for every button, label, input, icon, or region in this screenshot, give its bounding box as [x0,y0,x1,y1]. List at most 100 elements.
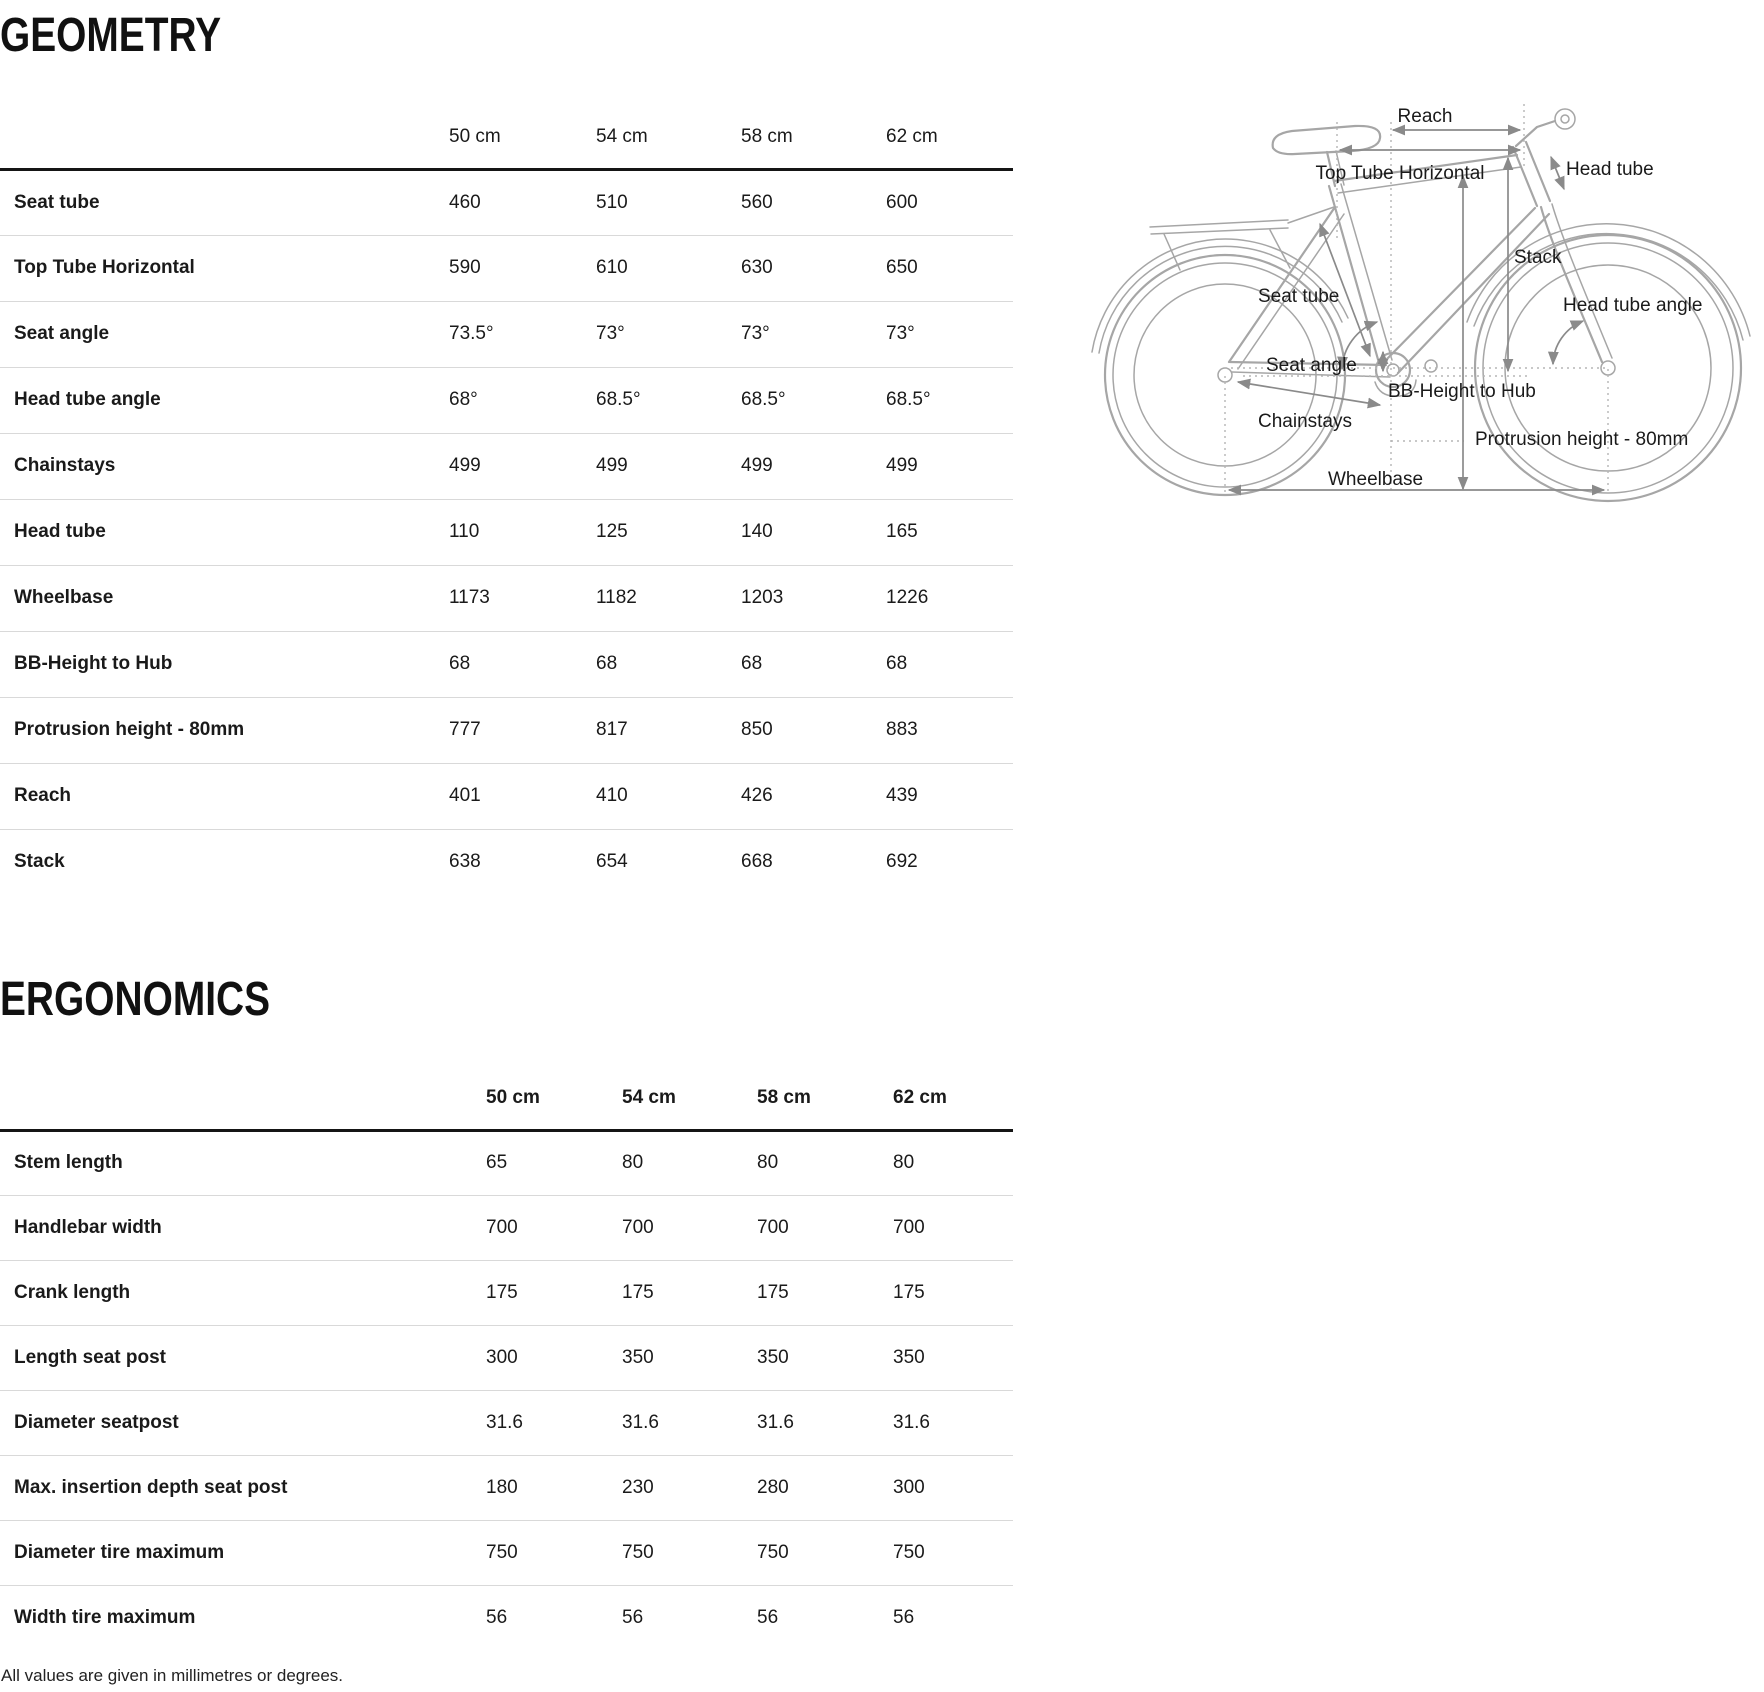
spec-value-cell: 300 [486,1325,622,1391]
spec-label-cell: Top Tube Horizontal [0,235,449,302]
spec-value-cell: 510 [596,169,741,236]
table-row: Seat tube 460 510 560 600 [0,169,1013,236]
empty-header-cell [0,96,449,171]
spec-label-cell: Diameter tire maximum [0,1520,486,1586]
size-column-header: 58 cm [757,1057,893,1132]
geometry-table: 50 cm 54 cm 58 cm 62 cm Seat tube 460 510 560 6… [0,96,1013,895]
spec-value-cell: 668 [741,851,773,873]
spec-value-cell: 56 [486,1606,508,1628]
spec-value-cell: 460 [449,169,596,236]
spec-label-cell: Reach [0,763,449,830]
spec-value-cell: 700 [893,1195,1013,1261]
table-row: Wheelbase 1173 1182 1203 1226 [0,565,1013,632]
spec-label-cell: Stack [14,851,65,873]
spec-value-cell: 140 [741,499,886,566]
head-tube-angle-arc [1547,320,1585,366]
spec-value-cell: 600 [886,169,1013,236]
ergonomics-table: 50 cm 54 cm 58 cm 62 cm Stem length 65 80 80 80… [0,1057,1013,1650]
spec-value-cell: 1226 [886,565,1013,632]
spec-value-cell: 68.5° [886,367,1013,434]
spec-value-cell: 883 [886,697,1013,764]
spec-value-cell: 350 [622,1325,757,1391]
diagram-label-stack: Stack [1514,247,1562,268]
spec-value-cell: 426 [741,763,886,830]
empty-header-cell [0,1057,486,1132]
spec-value-cell: 638 [449,851,481,873]
spec-value-cell: 230 [622,1455,757,1521]
table-row: Length seat post 300 350 350 350 [0,1325,1013,1391]
diagram-labels: Reach Top Tube Horizontal Head tube Seat… [1258,106,1702,490]
spec-value-cell: 700 [622,1195,757,1261]
spec-value-cell: 439 [886,763,1013,830]
spec-value-cell: 68° [449,367,596,434]
handlebar-stem [1514,108,1576,148]
bike-geometry-diagram: Reach Top Tube Horizontal Head tube Seat… [1091,104,1751,503]
spec-value-cell: 560 [741,169,886,236]
geometry-table-body: Seat tube 460 510 560 600 Top Tube Horizontal… [0,169,1013,895]
spec-value-cell: 65 [486,1130,622,1196]
size-column-header: 50 cm [486,1057,622,1132]
spec-value-cell: 401 [449,763,596,830]
spec-value-cell: 610 [596,235,741,302]
spec-value-cell: 590 [449,235,596,302]
geometry-table-head: 50 cm 54 cm 58 cm 62 cm [0,96,1013,171]
spec-label-cell: Chainstays [0,433,449,500]
spec-value-cell: 1203 [741,565,886,632]
spec-value-cell: 31.6 [893,1390,1013,1456]
spec-value-cell: 350 [893,1325,1013,1391]
spec-value-cell: 80 [893,1130,1013,1196]
spec-value-cell: 817 [596,697,741,764]
table-row: Reach 401 410 426 439 [0,763,1013,830]
table-row: Max. insertion depth seat post 180 230 280 3… [0,1455,1013,1521]
head-tube-arrow [1550,155,1565,191]
spec-label-cell: Length seat post [0,1325,486,1391]
rear-fender [1091,238,1349,353]
spec-value-cell: 31.6 [622,1390,757,1456]
table-row: Diameter tire maximum 750 750 750 750 [0,1520,1013,1586]
spec-label-cell: Width tire maximum [14,1606,196,1628]
diagram-label-top-tube: Top Tube Horizontal [1316,163,1485,184]
spec-value-cell: 80 [622,1130,757,1196]
spec-value-cell: 180 [486,1455,622,1521]
spec-label-cell: Handlebar width [0,1195,486,1261]
fork-inner [1551,203,1613,359]
ergonomics-section-title: ERGONOMICS [0,976,333,1024]
spec-value-cell: 68 [449,631,596,698]
spec-label-cell: Seat tube [0,169,449,236]
spec-label-cell: Stem length [0,1130,486,1196]
diagram-label-wheelbase: Wheelbase [1328,469,1423,490]
table-row: Stem length 65 80 80 80 [0,1130,1013,1196]
spec-label-cell: Seat angle [0,301,449,368]
spec-value-cell: 125 [596,499,741,566]
ergonomics-table-body: Stem length 65 80 80 80 Handlebar width 700 700… [0,1130,1013,1650]
spec-value-cell: 31.6 [486,1390,622,1456]
spec-value-cell: 68.5° [741,367,886,434]
spec-value-cell: 68.5° [596,367,741,434]
construction-lines [1224,104,1609,492]
spec-value-cell: 68 [886,631,1013,698]
diagram-label-seat-tube: Seat tube [1258,286,1339,307]
spec-value-cell: 350 [757,1325,893,1391]
spec-value-cell: 1173 [449,565,596,632]
spec-value-cell: 165 [886,499,1013,566]
diagram-label-head-tube: Head tube [1566,159,1654,180]
spec-value-cell: 499 [449,433,596,500]
spec-value-cell: 499 [596,433,741,500]
geometry-title-text: GEOMETRY [0,9,222,62]
header-row: 50 cm 54 cm 58 cm 62 cm [0,96,1013,171]
size-column-header: 58 cm [741,96,886,171]
spec-value-cell: 175 [622,1260,757,1326]
spec-value-cell: 700 [757,1195,893,1261]
chainstays-arrow [1236,378,1382,409]
size-column-header: 62 cm [893,1057,1013,1132]
diagram-label-chainstays: Chainstays [1258,411,1352,432]
spec-value-cell: 499 [886,433,1013,500]
table-row: Handlebar width 700 700 700 700 [0,1195,1013,1261]
spec-value-cell: 73.5° [449,301,596,368]
spec-value-cell: 68 [596,631,741,698]
rear-fender-inner [1098,245,1343,354]
spec-value-cell: 31.6 [757,1390,893,1456]
dimension-arrows [1227,124,1606,496]
front-fender-inner [1473,232,1744,341]
diagram-label-protrusion: Protrusion height - 80mm [1475,429,1688,450]
